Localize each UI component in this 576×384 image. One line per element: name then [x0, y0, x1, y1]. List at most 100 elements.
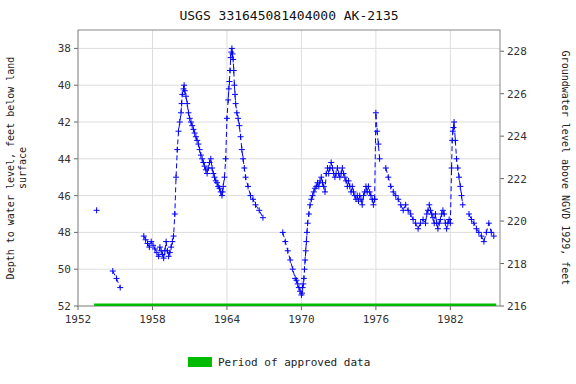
y2-tick-label: 224	[507, 130, 527, 143]
marker	[235, 115, 241, 121]
marker	[427, 207, 433, 213]
marker	[187, 115, 193, 121]
marker	[455, 165, 461, 171]
marker	[304, 229, 310, 235]
marker	[256, 207, 262, 213]
y-grid-line	[78, 195, 500, 196]
y2-tick	[500, 51, 504, 52]
y-tick-label: 48	[58, 226, 71, 239]
marker	[234, 110, 240, 116]
marker	[293, 277, 299, 283]
marker	[229, 45, 235, 51]
marker	[240, 156, 246, 162]
marker	[188, 119, 194, 125]
marker	[437, 217, 443, 223]
marker	[459, 193, 465, 199]
y-tick	[74, 158, 78, 159]
marker	[450, 125, 456, 131]
marker	[243, 174, 249, 180]
marker	[300, 285, 306, 291]
x-tick-label: 1976	[363, 313, 390, 326]
y-grid-line	[78, 158, 500, 159]
marker	[166, 253, 172, 259]
legend-label: Period of approved data	[218, 356, 370, 369]
marker	[300, 281, 306, 287]
marker	[321, 183, 327, 189]
marker	[328, 159, 334, 165]
marker	[224, 115, 230, 121]
y-tick	[74, 306, 78, 307]
marker	[360, 193, 366, 199]
marker	[171, 233, 177, 239]
plot-area	[94, 45, 497, 306]
y2-tick-label: 216	[507, 300, 527, 313]
x-grid-line	[301, 30, 302, 306]
water-level-line	[469, 214, 494, 242]
marker	[230, 51, 236, 57]
marker	[440, 207, 446, 213]
x-tick-label: 1982	[437, 313, 464, 326]
y-tick-label: 50	[58, 263, 71, 276]
marker	[395, 196, 401, 202]
x-tick	[301, 306, 302, 310]
marker	[204, 171, 210, 177]
marker	[233, 101, 239, 107]
marker	[184, 101, 190, 107]
marker	[200, 159, 206, 165]
x-grid-line	[375, 30, 376, 306]
y-tick-label: 52	[58, 300, 71, 313]
y-tick-label: 42	[58, 116, 71, 129]
y-tick	[74, 269, 78, 270]
plot-frame	[78, 30, 500, 306]
x-tick	[375, 306, 376, 310]
marker	[318, 174, 324, 180]
marker	[415, 226, 421, 232]
marker	[117, 285, 123, 291]
marker	[299, 290, 305, 296]
marker	[454, 156, 460, 162]
marker	[383, 165, 389, 171]
marker	[432, 211, 438, 217]
marker	[481, 239, 487, 245]
marker	[192, 130, 198, 136]
marker	[372, 196, 378, 202]
marker	[471, 220, 477, 226]
y2-axis-label: Groundwater level above NGVD 1929, feet	[560, 51, 571, 286]
marker	[460, 202, 466, 208]
marker	[301, 275, 307, 281]
y-tick	[74, 232, 78, 233]
marker	[230, 56, 236, 62]
marker	[365, 183, 371, 189]
y-tick	[74, 48, 78, 49]
marker	[322, 189, 328, 195]
marker	[388, 183, 394, 189]
marker	[176, 128, 182, 134]
y-tick-label: 38	[58, 42, 71, 55]
legend-swatch	[188, 357, 212, 367]
marker	[451, 119, 457, 125]
marker	[426, 202, 432, 208]
y2-tick-label: 228	[507, 45, 527, 58]
water-level-line	[375, 113, 380, 199]
marker	[373, 110, 379, 116]
y-tick	[74, 195, 78, 196]
marker	[181, 82, 187, 88]
marker	[339, 165, 345, 171]
y2-tick-label: 226	[507, 88, 527, 101]
y2-tick	[500, 306, 504, 307]
marker	[486, 220, 492, 226]
y2-tick-label: 218	[507, 258, 527, 271]
marker	[306, 211, 312, 217]
water-level-line	[450, 122, 462, 223]
marker	[359, 202, 365, 208]
marker	[310, 193, 316, 199]
marker	[290, 266, 296, 272]
marker	[195, 141, 201, 147]
y2-tick-label: 222	[507, 173, 527, 186]
marker	[320, 180, 326, 186]
x-grid-line	[226, 30, 227, 306]
marker	[260, 215, 266, 221]
marker	[185, 110, 191, 116]
marker	[226, 86, 232, 92]
marker	[113, 275, 119, 281]
